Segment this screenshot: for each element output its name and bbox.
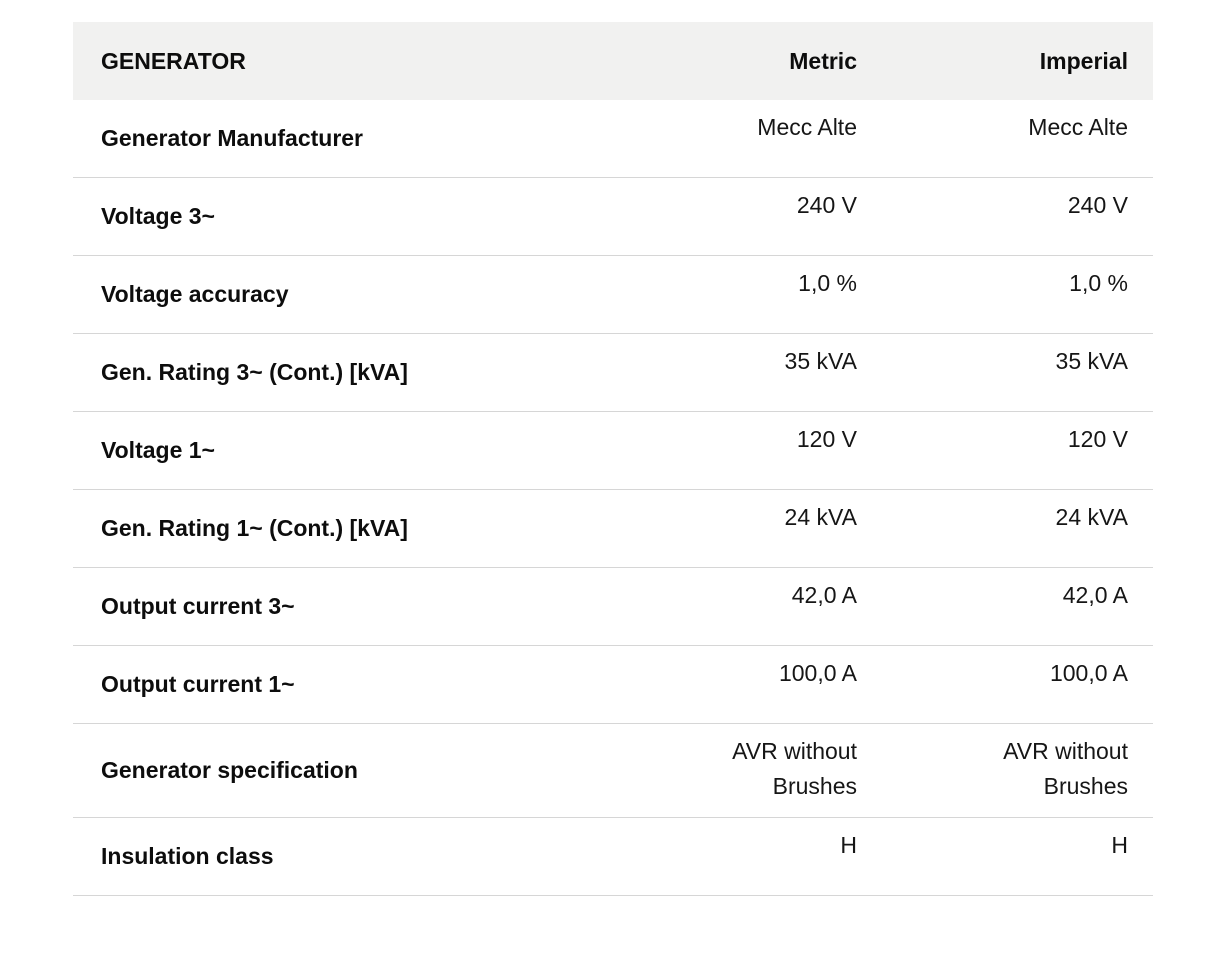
table-row: Voltage 1~ 120 V 120 V xyxy=(73,411,1153,490)
table-row: Insulation class H H xyxy=(73,817,1153,896)
spec-table-header: GENERATOR Metric Imperial xyxy=(73,22,1153,100)
imperial-value-cell: 1,0 % xyxy=(882,255,1153,334)
table-row: Gen. Rating 1~ (Cont.) [kVA] 24 kVA 24 k… xyxy=(73,489,1153,568)
table-row: Output current 3~ 42,0 A 42,0 A xyxy=(73,567,1153,646)
spec-label-cell: Output current 1~ xyxy=(73,645,582,724)
spec-label-cell: Voltage 3~ xyxy=(73,177,582,256)
table-row: Voltage accuracy 1,0 % 1,0 % xyxy=(73,255,1153,334)
generator-spec-table: GENERATOR Metric Imperial Generator Manu… xyxy=(73,22,1153,896)
imperial-value-cell: Mecc Alte xyxy=(882,100,1153,178)
spec-label-cell: Voltage 1~ xyxy=(73,411,582,490)
spec-label-cell: Insulation class xyxy=(73,817,582,896)
metric-value-cell: H xyxy=(582,817,882,896)
metric-value-cell: 240 V xyxy=(582,177,882,256)
metric-value-cell: 1,0 % xyxy=(582,255,882,334)
spec-label-cell: Voltage accuracy xyxy=(73,255,582,334)
metric-value-cell: 100,0 A xyxy=(582,645,882,724)
spec-table-body: Generator Manufacturer Mecc Alte Mecc Al… xyxy=(73,100,1153,896)
imperial-value-cell: 100,0 A xyxy=(882,645,1153,724)
imperial-value-cell: 240 V xyxy=(882,177,1153,256)
metric-value-cell: 24 kVA xyxy=(582,489,882,568)
table-row: Generator specification AVR without Brus… xyxy=(73,723,1153,818)
spec-label-cell: Gen. Rating 1~ (Cont.) [kVA] xyxy=(73,489,582,568)
metric-value-cell: AVR without Brushes xyxy=(582,723,882,818)
imperial-value-cell: 120 V xyxy=(882,411,1153,490)
table-row: Gen. Rating 3~ (Cont.) [kVA] 35 kVA 35 k… xyxy=(73,333,1153,412)
column-header-imperial: Imperial xyxy=(882,22,1153,100)
imperial-value-cell: H xyxy=(882,817,1153,896)
column-header-generator: GENERATOR xyxy=(73,22,582,100)
table-row: Voltage 3~ 240 V 240 V xyxy=(73,177,1153,256)
table-row: Generator Manufacturer Mecc Alte Mecc Al… xyxy=(73,100,1153,178)
imperial-value-cell: 24 kVA xyxy=(882,489,1153,568)
imperial-value-cell: 35 kVA xyxy=(882,333,1153,412)
table-row: Output current 1~ 100,0 A 100,0 A xyxy=(73,645,1153,724)
spec-label-cell: Output current 3~ xyxy=(73,567,582,646)
spec-label-cell: Gen. Rating 3~ (Cont.) [kVA] xyxy=(73,333,582,412)
column-header-metric: Metric xyxy=(582,22,882,100)
metric-value-cell: Mecc Alte xyxy=(582,100,882,178)
spec-label-cell: Generator Manufacturer xyxy=(73,100,582,178)
metric-value-cell: 42,0 A xyxy=(582,567,882,646)
metric-value-cell: 35 kVA xyxy=(582,333,882,412)
imperial-value-cell: AVR without Brushes xyxy=(882,723,1153,818)
imperial-value-cell: 42,0 A xyxy=(882,567,1153,646)
spec-label-cell: Generator specification xyxy=(73,723,582,818)
header-row: GENERATOR Metric Imperial xyxy=(73,22,1153,100)
metric-value-cell: 120 V xyxy=(582,411,882,490)
